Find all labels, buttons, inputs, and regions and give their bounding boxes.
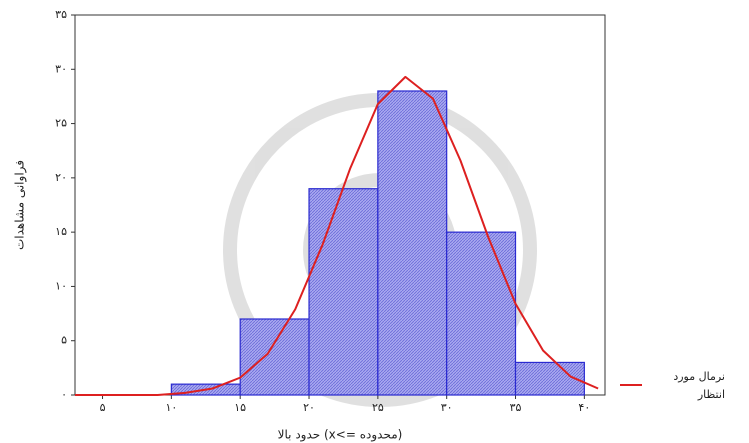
y-tick-label: ۱۵ [55, 225, 67, 238]
histogram-bar [446, 231, 517, 396]
histogram-bar [308, 188, 379, 396]
histogram-bar [377, 90, 448, 396]
y-tick-label: ۲۰ [55, 171, 67, 184]
y-tick-label: ۱۰ [55, 279, 67, 292]
histogram-bar [239, 318, 310, 396]
x-tick-label: ۲۰ [303, 401, 315, 414]
y-tick-label: ۳۵ [55, 8, 67, 21]
x-tick-label: ۴۰ [578, 401, 590, 414]
x-axis-label: حدود بالا (x<= محدوده) [278, 428, 403, 443]
y-tick-label: ۲۵ [55, 117, 67, 130]
y-tick-label: ۰ [61, 388, 67, 401]
normal-curve [75, 75, 599, 396]
y-tick-label: ۳۰ [55, 62, 67, 75]
y-axis-label: فراوانی مشاهدات [13, 160, 28, 250]
x-tick-label: ۳۰ [441, 401, 453, 414]
y-tick-label: ۵ [61, 334, 67, 347]
x-tick-label: ۱۵ [234, 401, 246, 414]
legend-label: نرمال مورد انتظار [673, 370, 725, 401]
x-tick-label: ۵ [100, 401, 106, 414]
histogram-bar [514, 361, 585, 396]
x-tick-label: ۳۵ [510, 401, 522, 414]
x-tick-label: ۲۵ [372, 401, 384, 414]
x-tick-label: ۱۰ [165, 401, 177, 414]
